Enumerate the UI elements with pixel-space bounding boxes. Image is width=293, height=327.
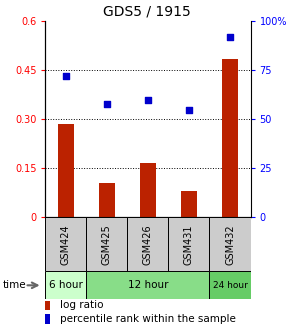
Text: GSM431: GSM431 <box>184 224 194 265</box>
Text: 24 hour: 24 hour <box>212 281 248 290</box>
Bar <box>168 217 209 271</box>
Point <box>64 74 68 79</box>
Text: 6 hour: 6 hour <box>49 280 83 290</box>
Text: GSM432: GSM432 <box>225 224 235 265</box>
Text: time: time <box>3 280 27 290</box>
Text: log ratio: log ratio <box>60 301 103 310</box>
Bar <box>45 271 86 299</box>
Bar <box>86 271 209 299</box>
Bar <box>209 271 251 299</box>
Bar <box>45 217 86 271</box>
Bar <box>86 217 127 271</box>
Point <box>146 97 150 102</box>
Text: 12 hour: 12 hour <box>128 280 168 290</box>
Bar <box>181 191 197 217</box>
Bar <box>222 59 238 217</box>
Bar <box>127 217 168 271</box>
Bar <box>140 164 156 217</box>
Point <box>105 101 109 106</box>
Bar <box>58 124 74 217</box>
Bar <box>45 301 50 310</box>
Bar <box>209 217 251 271</box>
Bar <box>99 183 115 217</box>
Bar <box>45 315 50 324</box>
Text: GSM424: GSM424 <box>61 224 71 265</box>
Text: percentile rank within the sample: percentile rank within the sample <box>60 314 236 324</box>
Text: GSM425: GSM425 <box>102 224 112 265</box>
Text: GDS5 / 1915: GDS5 / 1915 <box>103 5 190 19</box>
Point <box>228 34 232 40</box>
Point <box>187 107 191 112</box>
Text: GSM426: GSM426 <box>143 224 153 265</box>
